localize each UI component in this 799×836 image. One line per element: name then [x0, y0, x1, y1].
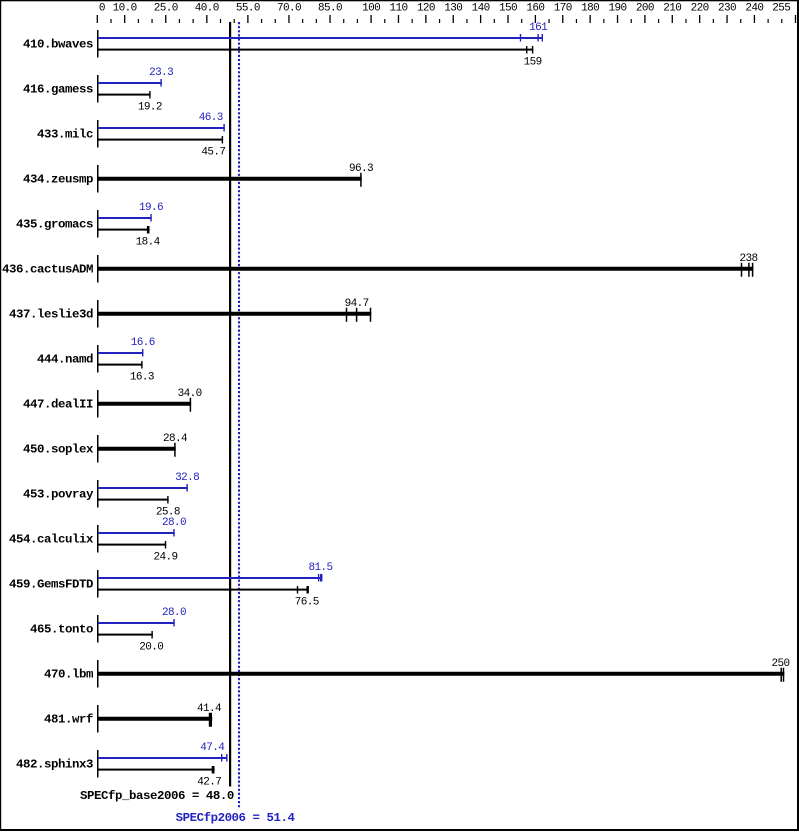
svg-text:210: 210	[663, 3, 681, 15]
svg-text:55.0: 55.0	[236, 3, 260, 15]
svg-text:140: 140	[472, 3, 490, 15]
svg-text:110: 110	[389, 3, 407, 15]
svg-text:25.8: 25.8	[156, 506, 180, 518]
svg-text:482.sphinx3: 482.sphinx3	[16, 758, 93, 772]
svg-text:16.6: 16.6	[131, 337, 155, 349]
svg-text:416.gamess: 416.gamess	[23, 83, 93, 97]
svg-text:SPECfp2006 = 51.4: SPECfp2006 = 51.4	[176, 811, 296, 825]
svg-text:240: 240	[745, 3, 763, 15]
svg-text:170: 170	[554, 3, 572, 15]
svg-text:19.2: 19.2	[138, 101, 162, 113]
svg-text:180: 180	[581, 3, 599, 15]
svg-text:28.0: 28.0	[162, 607, 186, 619]
svg-text:81.5: 81.5	[308, 562, 332, 574]
svg-text:238: 238	[739, 253, 757, 265]
svg-text:45.7: 45.7	[201, 146, 225, 158]
svg-text:436.cactusADM: 436.cactusADM	[2, 263, 93, 277]
svg-text:70.0: 70.0	[277, 3, 301, 15]
svg-text:410.bwaves: 410.bwaves	[23, 38, 93, 52]
svg-text:159: 159	[524, 56, 542, 68]
svg-text:32.8: 32.8	[175, 472, 199, 484]
svg-text:20.0: 20.0	[139, 641, 163, 653]
svg-text:450.soplex: 450.soplex	[23, 443, 94, 457]
svg-text:16.3: 16.3	[130, 371, 154, 383]
svg-text:42.7: 42.7	[197, 776, 221, 788]
svg-text:453.povray: 453.povray	[23, 488, 94, 502]
svg-text:28.4: 28.4	[163, 433, 188, 445]
svg-text:28.0: 28.0	[162, 517, 186, 529]
svg-text:100: 100	[362, 3, 380, 15]
svg-text:25.0: 25.0	[154, 3, 178, 15]
svg-text:161: 161	[529, 22, 548, 34]
svg-text:190: 190	[609, 3, 627, 15]
svg-text:220: 220	[691, 3, 709, 15]
svg-text:120: 120	[417, 3, 435, 15]
svg-text:470.lbm: 470.lbm	[44, 668, 93, 682]
svg-text:46.3: 46.3	[199, 112, 223, 124]
svg-text:94.7: 94.7	[345, 298, 369, 310]
svg-text:18.4: 18.4	[136, 236, 161, 248]
svg-text:24.9: 24.9	[153, 551, 177, 563]
svg-text:0: 0	[99, 3, 105, 15]
svg-text:76.5: 76.5	[295, 596, 319, 608]
svg-text:19.6: 19.6	[139, 202, 163, 214]
svg-text:200: 200	[636, 3, 654, 15]
svg-text:230: 230	[718, 3, 736, 15]
svg-text:23.3: 23.3	[149, 67, 173, 79]
svg-text:454.calculix: 454.calculix	[9, 533, 94, 547]
svg-text:47.4: 47.4	[200, 742, 225, 754]
svg-text:437.leslie3d: 437.leslie3d	[9, 308, 93, 322]
svg-text:435.gromacs: 435.gromacs	[16, 218, 93, 232]
svg-text:85.0: 85.0	[318, 3, 342, 15]
svg-text:41.4: 41.4	[197, 703, 222, 715]
svg-text:434.zeusmp: 434.zeusmp	[23, 173, 93, 187]
svg-text:444.namd: 444.namd	[37, 353, 93, 367]
svg-text:481.wrf: 481.wrf	[44, 713, 93, 727]
svg-text:34.0: 34.0	[178, 388, 202, 400]
svg-text:465.tonto: 465.tonto	[30, 623, 93, 637]
svg-text:40.0: 40.0	[195, 3, 219, 15]
svg-text:250: 250	[771, 658, 789, 670]
svg-text:150: 150	[499, 3, 517, 15]
svg-text:10.0: 10.0	[113, 3, 137, 15]
svg-text:160: 160	[526, 3, 544, 15]
svg-text:SPECfp_base2006 = 48.0: SPECfp_base2006 = 48.0	[80, 789, 234, 803]
svg-text:96.3: 96.3	[349, 163, 373, 175]
svg-text:130: 130	[444, 3, 462, 15]
svg-text:459.GemsFDTD: 459.GemsFDTD	[9, 578, 93, 592]
svg-text:433.milc: 433.milc	[37, 128, 93, 142]
svg-text:447.dealII: 447.dealII	[23, 398, 93, 412]
svg-text:255: 255	[772, 3, 790, 15]
